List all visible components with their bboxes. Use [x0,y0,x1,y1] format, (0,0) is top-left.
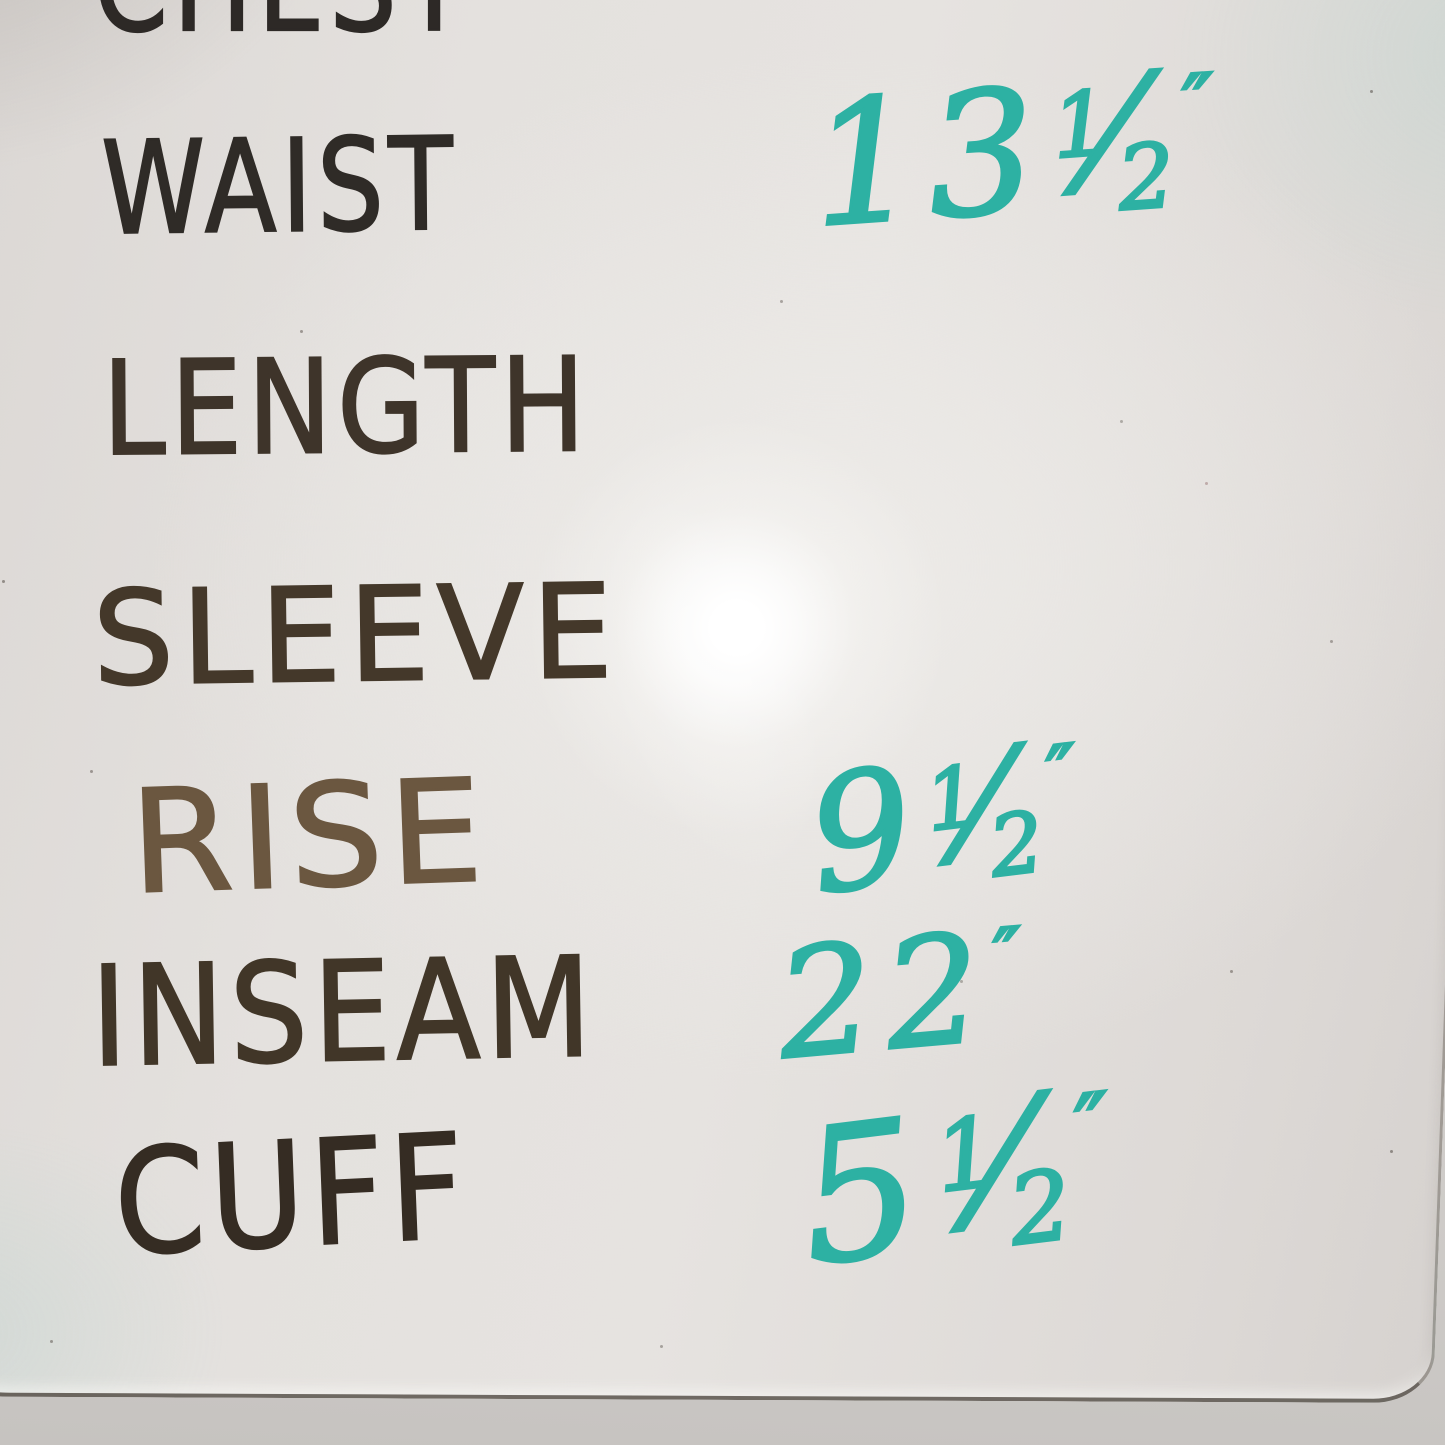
value-whole: 22 [769,900,1001,1095]
fraction: 1⁄2 [1047,41,1188,249]
value-whole: 9 [797,730,932,932]
label-cuff: CUFF [110,1102,473,1290]
value-whole: 13 [803,51,1053,268]
value-whole: 5 [787,1076,942,1309]
label-inseam: INSEAM [89,926,599,1099]
value-waist: 131⁄2″ [803,41,1222,268]
inch-marks: ″ [1179,55,1219,155]
label-sleeve: SLEEVE [91,554,623,716]
label-waist: WAIST [100,109,459,265]
value-rise: 91⁄2″ [797,717,1091,932]
value-cuff: 51⁄2″ [787,1062,1126,1309]
fraction-denominator: 2 [983,791,1058,898]
label-length: LENGTH [101,328,592,486]
value-inseam: 22″ [769,900,1031,1095]
fraction: 1⁄2 [926,1059,1089,1290]
fraction-denominator: 2 [1002,1146,1089,1269]
fraction-denominator: 2 [1113,121,1188,231]
label-chest: CHEST [93,0,471,51]
label-rise: RISE [126,748,492,927]
fraction: 1⁄2 [917,716,1059,916]
